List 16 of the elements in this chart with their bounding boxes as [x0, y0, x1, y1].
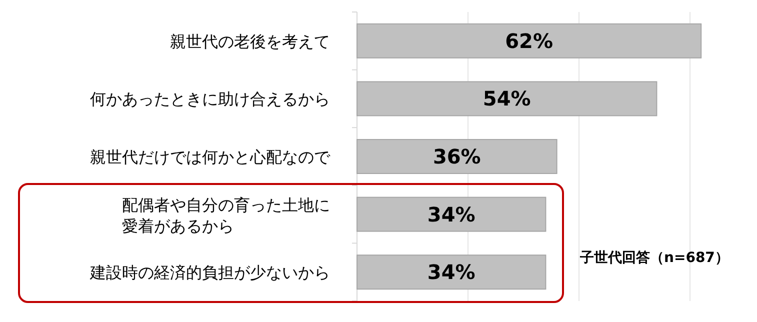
bar — [356, 81, 658, 116]
y-tick-label: 親世代の老後を考えて — [170, 32, 330, 51]
data-label: 34% — [427, 202, 476, 226]
bar — [356, 196, 546, 232]
y-tick-label: 建設時の経済的負担が少ないから — [89, 263, 330, 282]
y-tick-label: 何かあったときに助け合えるから — [90, 90, 330, 109]
annotation: 子世代回答（n=687） — [579, 250, 729, 266]
data-label: 62% — [505, 28, 553, 53]
data-label: 36% — [432, 144, 481, 168]
y-tick-label: 配偶者や自分の育った土地に愛着があるから — [122, 195, 330, 236]
bar — [356, 139, 558, 174]
data-label: 54% — [482, 86, 531, 111]
data-label: 34% — [427, 260, 476, 284]
bar — [356, 23, 702, 58]
bar — [356, 254, 546, 290]
y-tick-label: 親世代だけでは何かと心配なので — [90, 148, 331, 166]
